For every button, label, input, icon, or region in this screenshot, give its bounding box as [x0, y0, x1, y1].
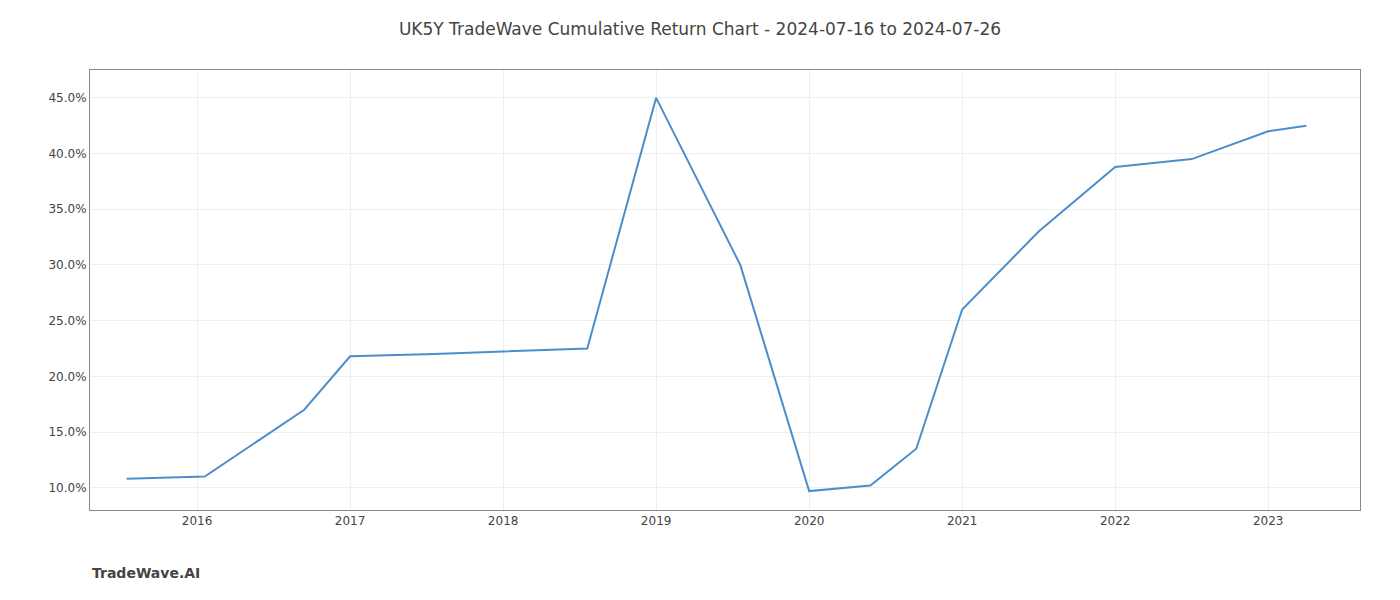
svg-text:40.0%: 40.0% — [48, 147, 86, 161]
svg-text:2019: 2019 — [641, 514, 672, 528]
svg-text:2017: 2017 — [335, 514, 366, 528]
svg-text:45.0%: 45.0% — [48, 91, 86, 105]
svg-text:2023: 2023 — [1253, 514, 1284, 528]
svg-text:2022: 2022 — [1100, 514, 1131, 528]
svg-text:10.0%: 10.0% — [48, 481, 86, 495]
svg-text:2020: 2020 — [794, 514, 825, 528]
svg-text:35.0%: 35.0% — [48, 202, 86, 216]
svg-text:20.0%: 20.0% — [48, 370, 86, 384]
svg-text:UK5Y TradeWave Cumulative Retu: UK5Y TradeWave Cumulative Return Chart -… — [399, 19, 1001, 39]
svg-text:2018: 2018 — [488, 514, 519, 528]
svg-text:2016: 2016 — [182, 514, 213, 528]
svg-text:30.0%: 30.0% — [48, 258, 86, 272]
svg-text:TradeWave.AI: TradeWave.AI — [92, 565, 200, 581]
svg-text:25.0%: 25.0% — [48, 314, 86, 328]
svg-text:15.0%: 15.0% — [48, 425, 86, 439]
svg-text:2021: 2021 — [947, 514, 978, 528]
